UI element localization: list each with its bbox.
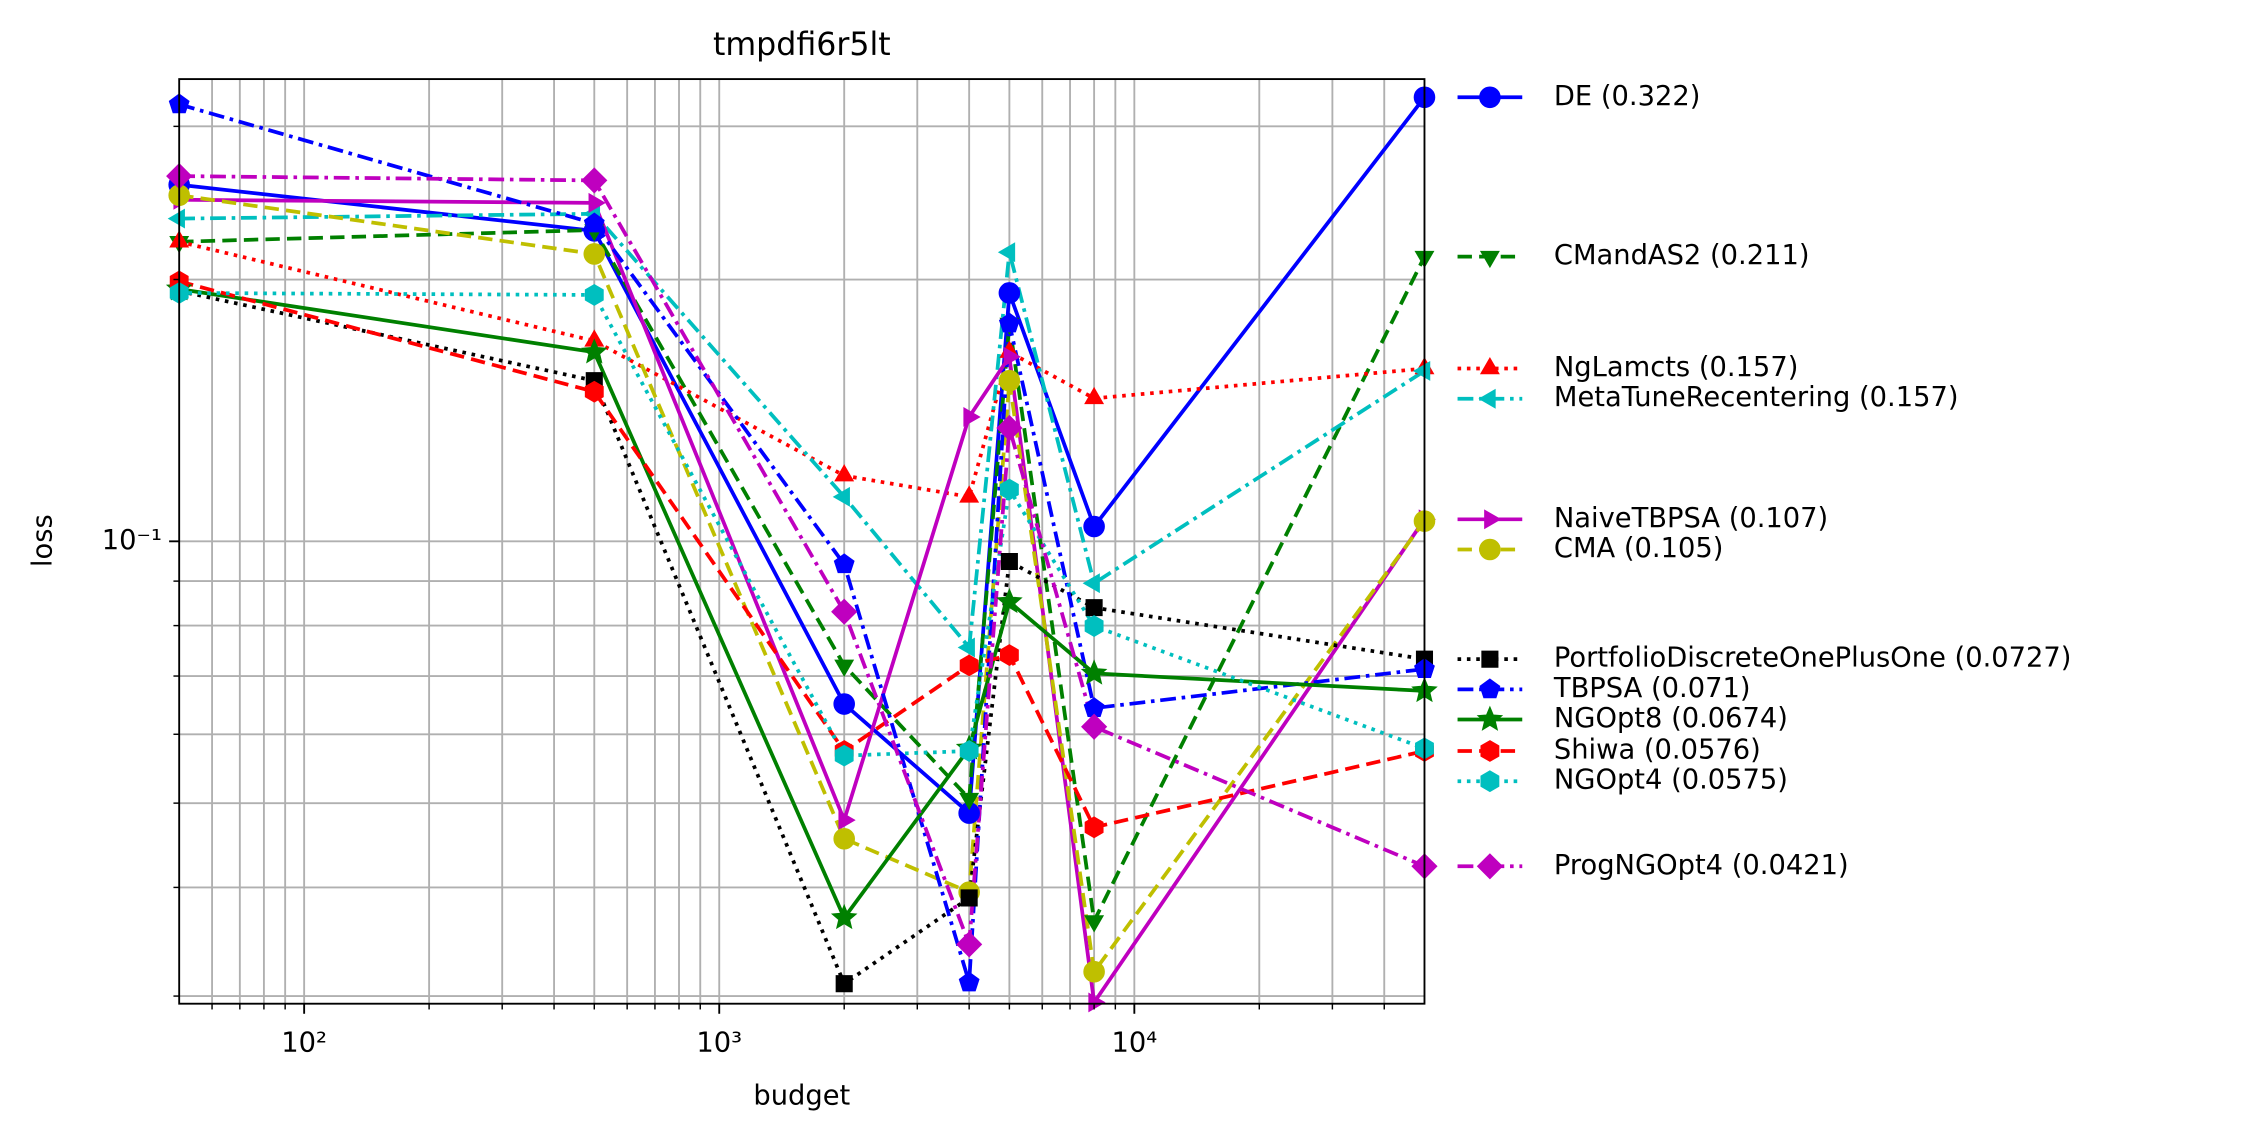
marker: [999, 644, 1019, 666]
legend-marker: [1479, 678, 1501, 699]
marker: [1082, 573, 1100, 594]
plot-frame: [178, 78, 1426, 1005]
marker: [959, 485, 980, 503]
marker: [999, 478, 1019, 501]
marker: [1083, 960, 1105, 983]
chart-title: tmpdfi6r5lt: [713, 27, 891, 63]
legend-marker: [1479, 86, 1501, 109]
marker: [835, 975, 853, 993]
legend-marker: [1476, 705, 1504, 731]
marker: [581, 338, 608, 364]
marker: [833, 553, 855, 574]
marker: [1088, 992, 1106, 1013]
marker: [581, 167, 608, 194]
legend-label: Shiwa (0.0576): [1554, 734, 1761, 765]
marker: [832, 486, 850, 507]
marker: [838, 810, 856, 831]
y-axis-label: loss: [28, 514, 59, 567]
marker: [960, 889, 978, 907]
marker: [167, 208, 185, 229]
marker: [584, 380, 604, 403]
legend-marker: [1480, 740, 1500, 762]
legend-label: TBPSA (0.071): [1553, 673, 1751, 704]
marker: [959, 740, 979, 762]
x-tick-label: 10⁴: [1111, 1027, 1157, 1058]
marker: [1003, 346, 1021, 367]
marker: [1084, 615, 1104, 637]
y-tick-label: 10⁻¹: [102, 525, 162, 556]
marker: [997, 242, 1016, 263]
marker: [996, 587, 1023, 614]
marker: [959, 792, 980, 811]
marker: [957, 637, 975, 658]
legend-marker: [1479, 538, 1501, 561]
legend-label: ProgNGOpt4 (0.0421): [1554, 850, 1849, 881]
x-axis-label: budget: [753, 1081, 850, 1112]
marker: [830, 903, 858, 930]
legend: DE (0.322) CMandAS2 (0.211) NgLamcts (0.15…: [1457, 81, 2072, 881]
legend-label: DE (0.322): [1554, 81, 1700, 112]
legend-marker: [1481, 650, 1499, 668]
legend-label: NgLamcts (0.157): [1554, 352, 1798, 383]
marker: [584, 284, 604, 306]
marker: [998, 282, 1021, 304]
marker: [831, 598, 858, 625]
marker: [996, 414, 1023, 442]
legend-label: NaiveTBPSA (0.107): [1554, 503, 1828, 534]
legend-marker: [1479, 250, 1500, 269]
marker: [1080, 659, 1108, 685]
marker: [583, 243, 606, 265]
legend-label: NGOpt4 (0.0575): [1554, 765, 1788, 796]
marker: [1412, 360, 1431, 381]
legend-marker: [1480, 770, 1500, 793]
marker: [1085, 599, 1103, 617]
marker: [583, 212, 605, 233]
legend-label: MetaTuneRecentering (0.157): [1554, 382, 1959, 413]
marker: [1084, 915, 1105, 933]
axes: 10² 10³ 10⁴ 10⁻¹: [102, 125, 1385, 1058]
marker: [1084, 386, 1105, 405]
legend-label: NGOpt8 (0.0674): [1554, 703, 1788, 734]
legend-label: PortfolioDiscreteOnePlusOne (0.0727): [1554, 643, 2072, 674]
legend-marker: [1479, 357, 1500, 375]
x-tick-label: 10²: [281, 1027, 327, 1058]
marker: [963, 406, 981, 427]
legend-marker: [1478, 388, 1496, 409]
marker: [959, 654, 979, 677]
marker: [834, 464, 855, 482]
marker: [833, 693, 855, 715]
x-tick-label: 10³: [696, 1027, 742, 1058]
marker: [833, 827, 855, 850]
marker: [1000, 552, 1018, 571]
marker: [834, 744, 854, 767]
marker: [588, 192, 606, 213]
marker: [1081, 713, 1108, 740]
legend-label: CMA (0.105): [1554, 533, 1724, 564]
marker: [998, 369, 1021, 392]
marker: [956, 931, 983, 958]
legend-marker: [1484, 509, 1502, 530]
marker: [958, 971, 980, 992]
marker: [998, 312, 1020, 333]
legend-label: CMandAS2 (0.211): [1554, 240, 1810, 271]
marker: [1084, 816, 1104, 839]
marker: [1083, 515, 1105, 538]
legend-marker: [1476, 853, 1503, 880]
marker: [834, 659, 855, 677]
